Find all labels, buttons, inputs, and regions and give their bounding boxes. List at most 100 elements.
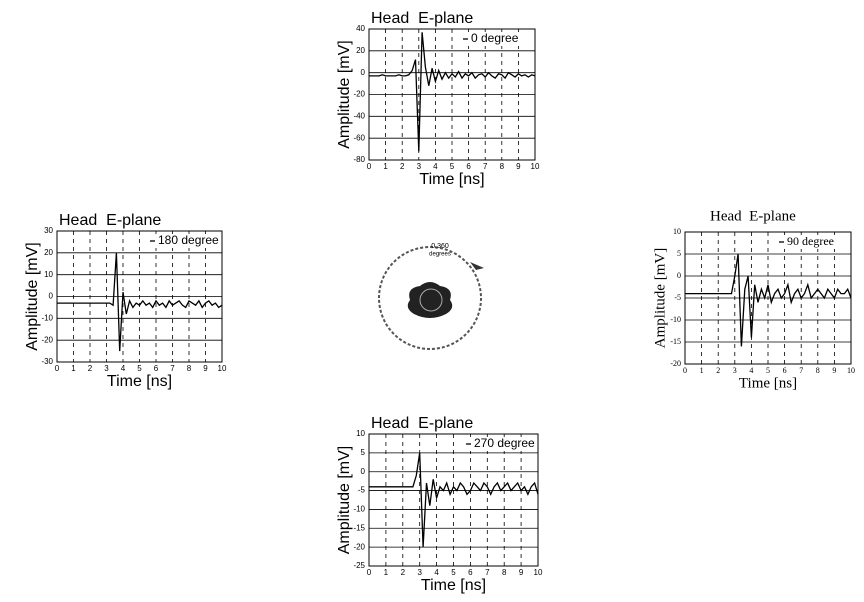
x-tick-label: 3	[733, 366, 737, 375]
x-tick-label: 6	[466, 162, 471, 171]
x-tick-label: 1	[700, 366, 704, 375]
x-tick-label: 7	[483, 162, 488, 171]
series-line	[369, 452, 539, 548]
head-outline	[419, 288, 443, 312]
y-tick-label: 10	[356, 429, 365, 438]
x-tick-label: 4	[749, 366, 753, 375]
x-tick-label: 10	[534, 568, 543, 577]
x-tick-label: 2	[716, 366, 720, 375]
x-tick-label: 10	[531, 162, 540, 171]
x-tick-label: 2	[401, 568, 406, 577]
x-tick-label: 8	[187, 364, 192, 373]
chart-title: Head E-plane	[59, 212, 161, 229]
legend-box	[148, 234, 220, 248]
y-tick-label: 30	[44, 226, 53, 235]
y-axis-label: Amplitude [mV]	[652, 248, 668, 348]
y-axis-label: Amplitude [mV]	[336, 446, 353, 554]
x-axis-label: Time [ns]	[107, 373, 172, 390]
y-tick-label: 0	[49, 292, 54, 301]
x-tick-label: 7	[485, 568, 490, 577]
y-tick-label: -20	[670, 359, 681, 368]
x-tick-label: 1	[71, 364, 76, 373]
x-tick-label: 10	[847, 366, 855, 375]
y-tick-label: -40	[353, 111, 365, 120]
angle-label: 0,360	[431, 243, 449, 250]
legend-box	[461, 32, 533, 46]
x-tick-label: 5	[450, 162, 455, 171]
legend-label: 180 degree	[158, 233, 219, 247]
head-shape	[407, 282, 453, 318]
x-tick-label: 8	[500, 162, 505, 171]
y-tick-label: -20	[353, 90, 365, 99]
x-tick-label: 2	[88, 364, 93, 373]
legend-label: 0 degree	[471, 31, 519, 45]
legend-label: 90 degree	[787, 234, 834, 248]
x-axis-label: Time [ns]	[419, 171, 484, 188]
y-tick-label: -15	[670, 337, 681, 346]
x-tick-label: 7	[799, 366, 803, 375]
chart-title: Head E-plane	[371, 10, 473, 27]
x-tick-label: 4	[434, 568, 439, 577]
x-tick-label: 7	[170, 364, 175, 373]
x-tick-label: 4	[433, 162, 438, 171]
series-line	[685, 253, 852, 347]
y-tick-label: 10	[673, 227, 681, 236]
x-axis-label: Time [ns]	[739, 375, 797, 391]
y-tick-label: 0	[677, 271, 681, 280]
x-tick-label: 9	[516, 162, 521, 171]
y-axis-label: Amplitude [mV]	[336, 40, 353, 148]
angle-unit: degrees	[429, 252, 451, 258]
y-tick-label: 10	[44, 270, 53, 279]
x-tick-label: 6	[783, 366, 787, 375]
x-tick-label: 8	[502, 568, 507, 577]
y-tick-label: -15	[353, 523, 365, 532]
x-tick-label: 0	[367, 162, 372, 171]
y-tick-label: 40	[356, 24, 365, 33]
y-tick-label: 20	[356, 46, 365, 55]
x-tick-label: 5	[137, 364, 142, 373]
chart-title: Head E-plane	[710, 208, 796, 224]
x-tick-label: 8	[816, 366, 820, 375]
chart-title: Head E-plane	[371, 415, 473, 432]
y-tick-label: -20	[353, 542, 365, 551]
y-tick-label: -25	[353, 561, 365, 570]
rotation-diagram: 0,360 degrees	[378, 243, 484, 350]
legend-box	[464, 437, 536, 451]
y-tick-label: -10	[41, 313, 53, 322]
x-tick-label: 9	[203, 364, 208, 373]
x-tick-label: 3	[417, 162, 422, 171]
x-tick-label: 5	[766, 366, 770, 375]
y-tick-label: 5	[361, 448, 366, 457]
y-tick-label: -5	[358, 486, 366, 495]
x-tick-label: 3	[417, 568, 422, 577]
y-tick-label: 20	[44, 248, 53, 257]
legend-box	[777, 235, 849, 249]
y-tick-label: -80	[353, 155, 365, 164]
y-tick-label: -5	[674, 293, 681, 302]
y-tick-label: -10	[353, 505, 365, 514]
x-tick-label: 0	[55, 364, 60, 373]
x-tick-label: 10	[218, 364, 227, 373]
y-tick-label: -30	[41, 357, 53, 366]
y-tick-label: -20	[41, 335, 53, 344]
y-tick-label: 0	[361, 467, 366, 476]
y-tick-label: -10	[670, 315, 681, 324]
x-tick-label: 5	[451, 568, 456, 577]
y-tick-label: 5	[677, 249, 681, 258]
legend-label: 270 degree	[474, 436, 535, 450]
x-tick-label: 3	[104, 364, 109, 373]
series-line	[57, 252, 223, 352]
x-axis-label: Time [ns]	[421, 577, 486, 594]
x-tick-label: 9	[519, 568, 524, 577]
x-tick-label: 4	[121, 364, 126, 373]
x-tick-label: 2	[400, 162, 405, 171]
x-tick-label: 9	[832, 366, 836, 375]
y-tick-label: 0	[361, 68, 366, 77]
rotation-circle	[378, 246, 482, 350]
y-axis-label: Amplitude [mV]	[24, 242, 41, 350]
